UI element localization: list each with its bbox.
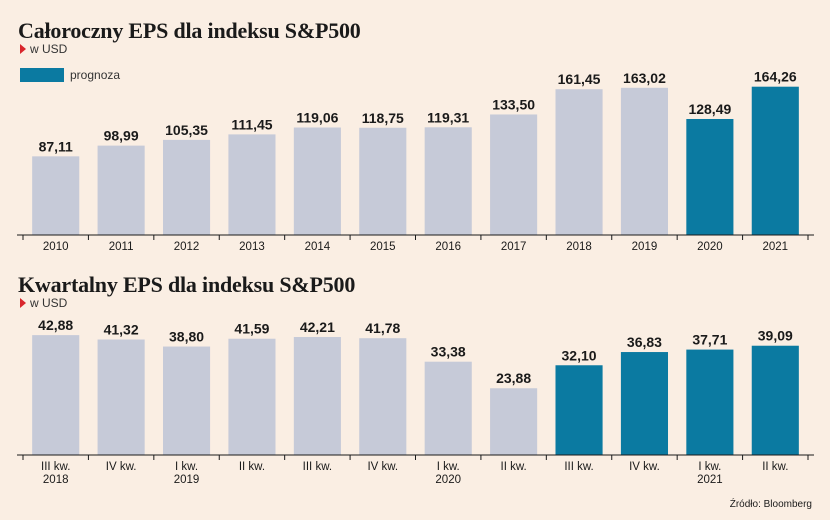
quarterly-chart-title: Kwartalny EPS dla indeksu S&P500 bbox=[18, 272, 356, 297]
bar bbox=[686, 349, 734, 455]
x-tick-label: I kw. bbox=[437, 461, 460, 473]
x-tick-label: 2013 bbox=[239, 241, 265, 253]
bar bbox=[359, 127, 407, 235]
bar bbox=[620, 87, 669, 236]
quarterly-unit-label: w USD bbox=[30, 296, 68, 310]
value-label: 163,02 bbox=[623, 70, 666, 86]
source-note: Źródło: Bloomberg bbox=[729, 499, 812, 510]
x-tick-label: 2017 bbox=[501, 241, 527, 253]
value-label: 38,80 bbox=[169, 329, 204, 345]
bar bbox=[751, 86, 799, 235]
annual-eps-chart: 87,11 2010 98,99 2011 105,35 2012 111,45 2013 11… bbox=[17, 69, 814, 253]
x-tick-label: 2011 bbox=[109, 241, 134, 253]
value-label: 119,31 bbox=[427, 109, 469, 125]
x-tick-label: 2021 bbox=[697, 474, 723, 486]
red-triangle-icon bbox=[20, 44, 26, 54]
value-label: 105,35 bbox=[165, 122, 208, 138]
value-label: 119,06 bbox=[296, 110, 338, 126]
legend-forecast-swatch bbox=[20, 68, 64, 82]
x-tick-label: I kw. bbox=[175, 461, 198, 473]
x-tick-label: 2020 bbox=[435, 474, 461, 486]
red-triangle-icon bbox=[20, 298, 26, 308]
value-label: 98,99 bbox=[104, 128, 139, 144]
legend-forecast-label: prognoza bbox=[70, 68, 121, 82]
bar bbox=[32, 335, 80, 455]
value-label: 128,49 bbox=[688, 101, 731, 117]
x-tick-label: III kw. bbox=[303, 461, 332, 473]
bar bbox=[293, 127, 341, 235]
value-label: 36,83 bbox=[627, 334, 662, 350]
x-tick-label: IV kw. bbox=[629, 461, 660, 473]
quarterly-unit: w USD bbox=[20, 296, 67, 310]
x-tick-label: 2010 bbox=[43, 241, 69, 253]
x-tick-label: 2012 bbox=[174, 241, 200, 253]
x-tick-label: 2015 bbox=[370, 241, 396, 253]
value-label: 87,11 bbox=[39, 138, 73, 154]
bar bbox=[490, 114, 538, 235]
value-label: 23,88 bbox=[496, 370, 531, 386]
x-tick-label: 2016 bbox=[435, 241, 461, 253]
legend: prognoza bbox=[20, 68, 120, 82]
bar bbox=[162, 139, 211, 235]
x-tick-label: II kw. bbox=[501, 461, 527, 473]
x-tick-label: 2021 bbox=[762, 241, 788, 253]
x-tick-label: IV kw. bbox=[106, 461, 137, 473]
value-label: 42,88 bbox=[38, 317, 73, 333]
bar bbox=[751, 345, 799, 455]
bar bbox=[228, 134, 276, 235]
value-label: 111,45 bbox=[231, 116, 272, 132]
value-label: 41,32 bbox=[104, 321, 139, 337]
value-label: 41,59 bbox=[234, 321, 269, 337]
value-label: 37,71 bbox=[692, 332, 727, 348]
x-tick-label: 2014 bbox=[305, 241, 331, 253]
value-label: 118,75 bbox=[362, 110, 404, 126]
annual-chart-title: Całoroczny EPS dla indeksu S&P500 bbox=[18, 18, 361, 43]
bar bbox=[424, 361, 472, 455]
value-label: 33,38 bbox=[431, 344, 466, 360]
x-tick-label: II kw. bbox=[239, 461, 265, 473]
bar bbox=[555, 365, 603, 455]
x-tick-label: I kw. bbox=[698, 461, 721, 473]
x-tick-label: III kw. bbox=[564, 461, 593, 473]
value-label: 42,21 bbox=[300, 319, 335, 335]
bar bbox=[555, 89, 603, 235]
annual-unit-label: w USD bbox=[30, 42, 68, 56]
value-label: 41,78 bbox=[365, 320, 400, 336]
bar bbox=[424, 127, 472, 235]
x-tick-label: IV kw. bbox=[367, 461, 398, 473]
x-tick-label: 2018 bbox=[566, 241, 592, 253]
value-label: 32,10 bbox=[562, 347, 597, 363]
bar bbox=[490, 388, 538, 455]
bar bbox=[620, 352, 669, 455]
bar bbox=[228, 338, 276, 455]
bar bbox=[97, 145, 145, 235]
value-label: 133,50 bbox=[492, 96, 535, 112]
x-tick-label: 2019 bbox=[632, 241, 658, 253]
x-tick-label: 2018 bbox=[43, 474, 69, 486]
bar bbox=[97, 339, 145, 455]
value-label: 39,09 bbox=[758, 328, 793, 344]
bar bbox=[162, 346, 211, 455]
x-tick-label: 2020 bbox=[697, 241, 723, 253]
bar bbox=[359, 338, 407, 455]
annual-unit: w USD bbox=[20, 42, 67, 56]
bar bbox=[32, 156, 80, 235]
x-tick-label: III kw. bbox=[41, 461, 70, 473]
x-tick-label: 2019 bbox=[174, 474, 200, 486]
value-label: 164,26 bbox=[754, 69, 797, 85]
x-tick-label: II kw. bbox=[762, 461, 788, 473]
bar bbox=[686, 118, 734, 235]
bar bbox=[293, 337, 341, 455]
value-label: 161,45 bbox=[558, 71, 601, 87]
